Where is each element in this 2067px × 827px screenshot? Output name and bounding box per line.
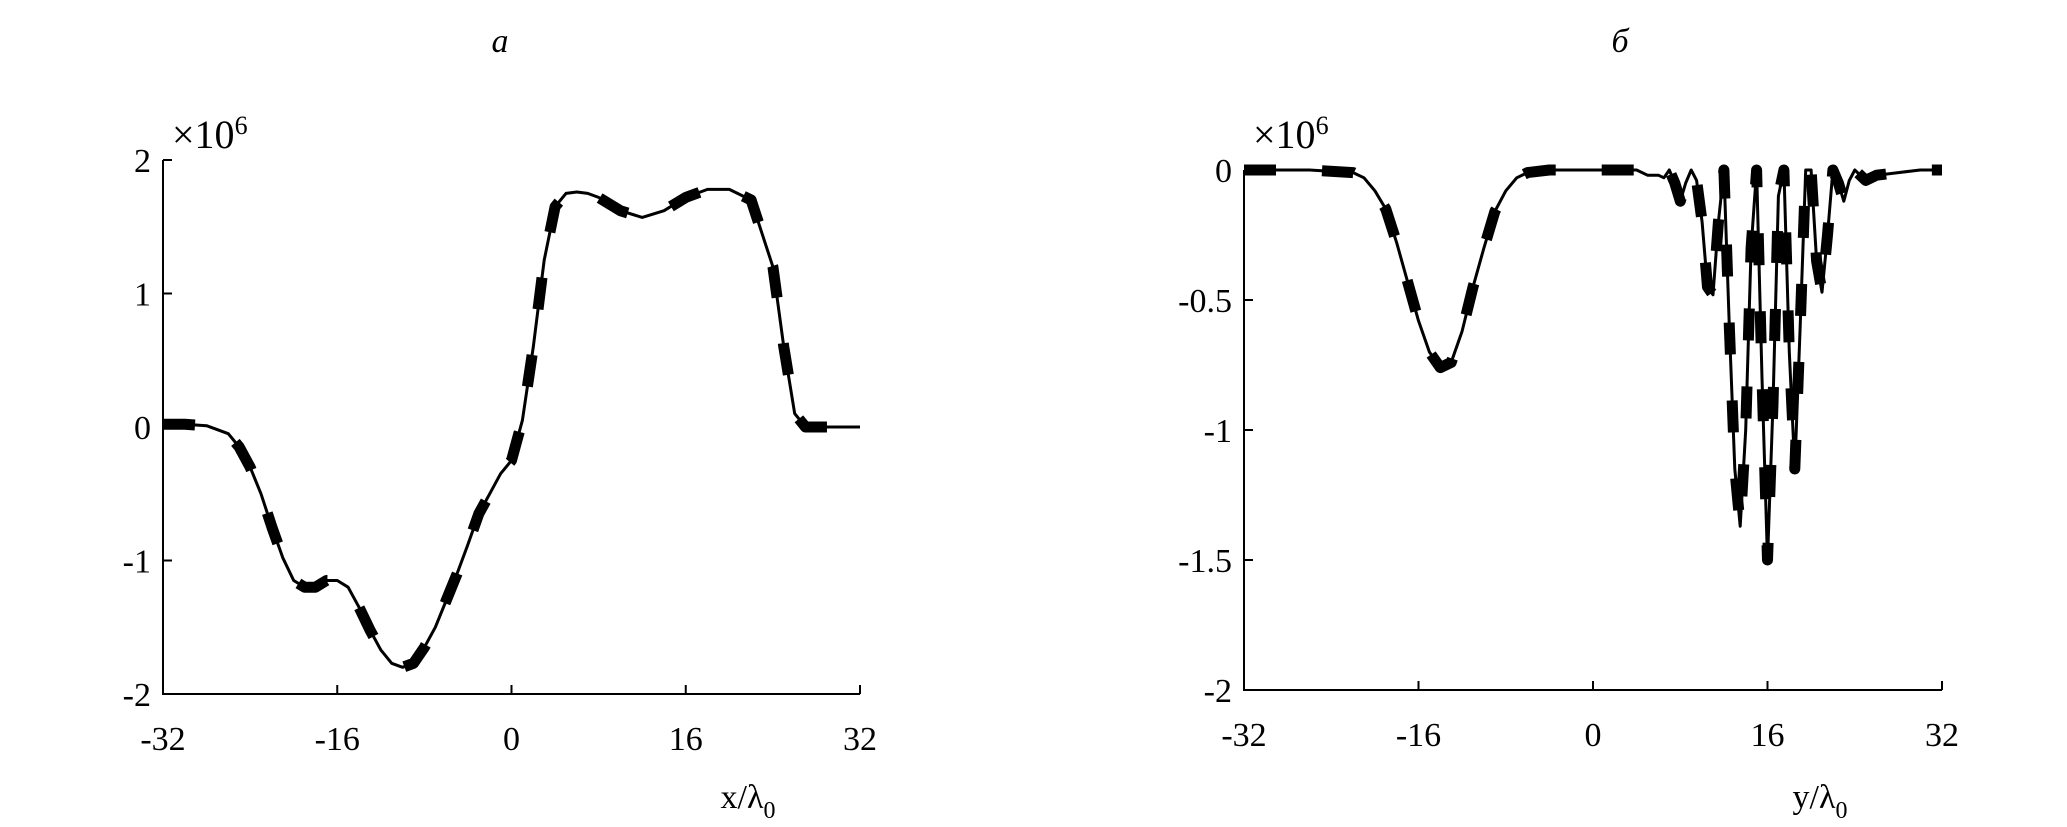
multiplier-label: ×106: [172, 111, 248, 157]
x-tick-label: -32: [140, 721, 185, 758]
x-tick-label: 16: [1751, 717, 1785, 754]
y-tick-label: 0: [134, 410, 151, 447]
multiplier-exponent: 6: [1316, 111, 1329, 140]
x-axis-label-subscript: 0: [763, 798, 775, 824]
y-tick-label: -2: [1204, 673, 1232, 710]
chart-panel-2: б×106-2-1.5-1-0.50-32 -16 0 16 32y/λ0: [1178, 23, 1959, 824]
y-tick-label: 2: [134, 143, 151, 180]
x-tick-label: 16: [669, 721, 703, 758]
y-tick-label: 1: [134, 277, 151, 314]
x-axis-label-main: y/λ: [1793, 779, 1836, 816]
x-tick-label: -16: [315, 721, 360, 758]
x-tick-label: 0: [503, 721, 520, 758]
series-line-dashed: [163, 183, 860, 673]
multiplier-base: ×10: [1253, 112, 1316, 157]
series-line-solid: [163, 187, 860, 669]
x-tick-label: 0: [1585, 717, 1602, 754]
multiplier-base: ×10: [172, 112, 235, 157]
y-tick-label: -1: [123, 544, 151, 581]
x-axis-label: x/λ0: [721, 779, 776, 824]
x-tick-label: 32: [1925, 717, 1959, 754]
x-tick-label: -16: [1396, 717, 1441, 754]
x-tick-label: 32: [843, 721, 877, 758]
series-line-solid: [1244, 168, 1942, 562]
multiplier-exponent: 6: [235, 111, 248, 140]
panel-title: б: [1611, 23, 1630, 60]
y-tick-label: 0: [1215, 153, 1232, 190]
multiplier-label: ×106: [1253, 111, 1329, 157]
panel-title: а: [492, 23, 509, 60]
y-tick-label: -1: [1204, 413, 1232, 450]
series-line-dashed: [1244, 164, 1942, 566]
y-tick-label: -2: [123, 677, 151, 714]
x-axis-label: y/λ0: [1793, 779, 1848, 824]
x-axis-label-subscript: 0: [1835, 798, 1847, 824]
y-tick-label: -0.5: [1178, 283, 1232, 320]
x-tick-label: -32: [1221, 717, 1266, 754]
x-axis-label-main: x/λ: [721, 779, 764, 816]
y-tick-label: -1.5: [1178, 543, 1232, 580]
